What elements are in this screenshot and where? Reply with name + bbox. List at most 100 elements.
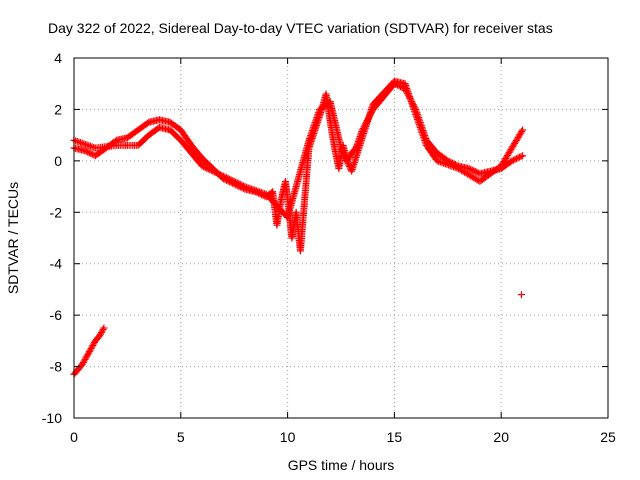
y-tick-label: -10 [42,410,62,426]
y-tick-label: 2 [54,101,62,117]
data-point-fill [210,168,218,176]
data-point-fill [517,152,525,160]
data-point-fill [213,169,221,177]
data-point [465,165,473,173]
data-point-fill [216,171,224,179]
data-point-fill [203,164,211,172]
data-point [220,172,228,180]
data-point-fill [89,341,97,349]
plot-frame [73,57,609,419]
data-point-fill [339,149,347,157]
data-point [79,360,87,368]
data-point-fill [82,147,90,155]
data-point-fill [85,149,93,157]
data-point-fill [79,358,87,366]
data-point [337,144,345,152]
data-point-fill [518,128,526,135]
data-point-fill [468,166,476,174]
data-point-fill [224,174,232,182]
data-point-fill [221,173,229,181]
data-point [87,345,95,353]
data-point-fill [87,150,95,158]
data-point-fill [97,329,105,337]
x-tick-label: 25 [600,429,616,445]
data-point-fill [218,172,226,180]
data-point-fill [235,180,243,188]
data-point-fill [239,182,247,190]
x-tick-label: 0 [70,429,78,445]
data-point-fill [81,355,89,363]
data-point-fill [215,170,223,178]
data-point-fill [467,165,475,173]
y-tick-label: -2 [50,204,63,220]
data-point-fill [226,175,234,183]
data-point-fill [206,166,214,174]
data-point-fill [98,327,106,335]
data-point-fill [341,153,349,161]
data-point [83,352,91,360]
data-point-fill [86,346,94,354]
data-point-fill [509,156,517,164]
data-point [198,162,206,170]
y-tick-label: -8 [50,359,63,375]
data-point-fill [343,158,351,166]
data-point-fill [230,177,238,185]
data-point-fill [80,357,88,365]
chart-title: Day 322 of 2022, Sidereal Day-to-day VTE… [48,20,553,36]
data-point [517,291,525,299]
data-point [508,157,516,165]
marks-layer [70,77,527,378]
grid-layer [74,58,608,418]
data-point-fill [229,177,237,185]
data-point-fill [204,165,212,173]
data-point-fill [470,167,478,175]
data-point-fill [236,180,244,188]
data-point-fill [343,156,351,164]
data-point-fill [512,155,520,163]
ticks-layer: 0 5 10 15 20 25 -10 -8 -6 -4 -2 0 2 4 [42,50,616,445]
data-point-fill [345,161,353,169]
data-point [519,152,527,160]
x-tick-label: 15 [387,429,403,445]
data-point-fill [84,148,92,156]
y-tick-label: 0 [54,153,62,169]
data-point [96,332,104,340]
data-point-fill [340,150,348,158]
data-point-fill [88,343,96,351]
data-point-fill [514,154,522,162]
data-point-fill [232,178,240,186]
data-point [519,126,527,134]
x-axis-label: GPS time / hours [288,457,395,473]
data-point-fill [82,354,90,362]
data-point-fill [511,155,519,163]
data-point-fill [473,168,481,176]
data-point-fill [338,146,346,154]
y-tick-label: -6 [50,307,63,323]
data-point-fill [85,348,93,356]
data-point-fill [84,351,92,359]
data-point-fill [85,349,93,357]
data-point-fill [227,176,235,184]
data-point-fill [96,330,104,338]
y-tick-label: -4 [50,256,63,272]
x-tick-label: 20 [493,429,509,445]
y-axis-label: SDTVAR / TECUs [5,182,21,294]
data-point-fill [201,163,209,171]
x-tick-label: 10 [280,429,296,445]
data-point-fill [99,326,107,334]
data-point-fill [212,169,220,177]
data-point-fill [207,166,215,174]
x-tick-label: 5 [177,429,185,445]
data-point [100,324,108,332]
data-point-fill [516,153,524,161]
data-point-fill [233,179,241,187]
data-point-fill [200,163,208,171]
data-point-fill [238,181,246,189]
data-point-fill [209,167,217,175]
data-point-fill [223,174,231,182]
data-point-fill [90,340,98,348]
data-point [81,147,89,155]
data-point-fill [342,155,350,163]
data-point-fill [341,152,349,160]
